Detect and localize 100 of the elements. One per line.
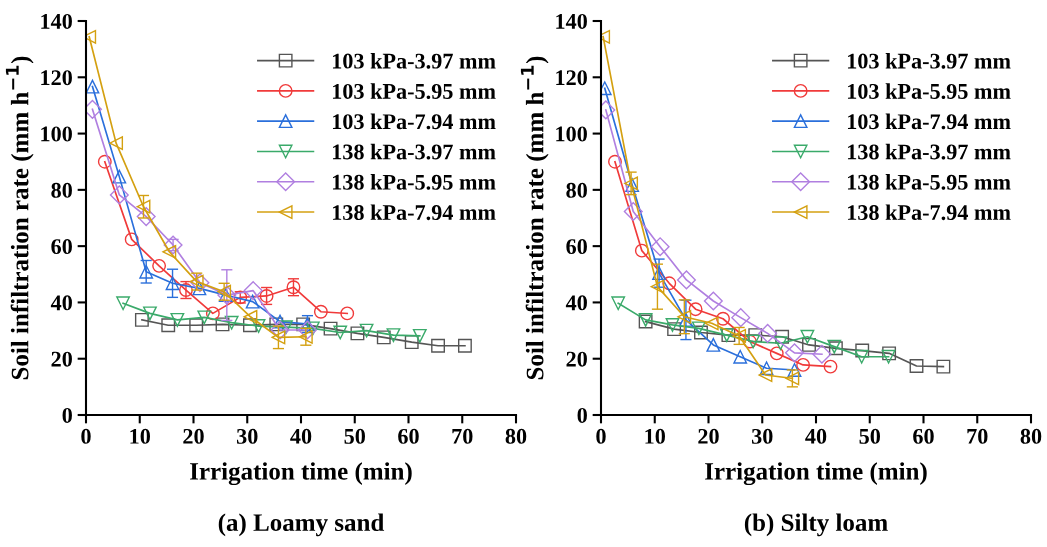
legend-label: 103 kPa-5.95 mm	[332, 83, 496, 99]
x-tick-label: 70	[452, 428, 473, 444]
y-tick-label: 80	[566, 182, 587, 198]
x-tick-label: 30	[751, 428, 773, 444]
point	[86, 79, 100, 94]
point	[143, 306, 157, 321]
point	[608, 154, 622, 169]
point	[323, 321, 338, 336]
point	[350, 326, 365, 341]
y-tick-label: 0	[62, 407, 72, 423]
point	[688, 302, 703, 317]
point	[769, 346, 784, 361]
x-tick-label: 20	[698, 428, 719, 444]
text: (a) Loamy sand	[218, 513, 385, 537]
point	[165, 276, 180, 291]
x-tick-label: 30	[236, 428, 258, 444]
x-tick-label: 0	[81, 428, 91, 444]
point	[694, 325, 708, 340]
point	[746, 334, 761, 349]
x-tick-label: 10	[130, 428, 151, 444]
text: (b) Silty loam	[744, 513, 888, 537]
point	[139, 264, 154, 279]
legend-label: 103 kPa-7.94 mm	[332, 113, 496, 130]
point	[245, 294, 260, 309]
x-tick-label: 40	[805, 428, 827, 444]
y-axis-title: Soil infiltration rate (mm h$^{−1}$)	[520, 56, 549, 380]
point	[386, 328, 401, 343]
point	[134, 312, 149, 327]
point	[215, 317, 230, 332]
point	[333, 325, 348, 340]
point	[152, 258, 167, 273]
point	[116, 296, 131, 311]
point	[243, 309, 258, 324]
point	[404, 335, 419, 350]
point	[634, 243, 649, 258]
x-tick-label: 60	[913, 428, 934, 444]
point	[802, 337, 816, 352]
point	[242, 318, 257, 333]
point	[340, 306, 355, 321]
y-tick-label: 140	[41, 13, 72, 29]
y-tick-label: 120	[556, 70, 587, 86]
point	[457, 338, 472, 353]
y-tick-label: 100	[41, 126, 72, 142]
point	[796, 357, 811, 372]
point	[109, 185, 129, 205]
point	[243, 281, 263, 301]
y-tick-label: 60	[566, 239, 587, 255]
y-tick-label: 80	[51, 182, 72, 198]
point	[97, 154, 112, 169]
point	[161, 318, 176, 333]
point	[205, 306, 220, 321]
point	[773, 336, 788, 351]
point	[665, 317, 680, 332]
x-tick-label: 10	[645, 428, 666, 444]
point	[787, 363, 802, 377]
y-tick-label: 40	[565, 295, 587, 311]
x-tick-label: 60	[398, 428, 419, 444]
point	[270, 320, 290, 340]
x-tick-label: 80	[505, 428, 527, 444]
point	[716, 311, 730, 326]
point	[759, 361, 774, 376]
legend-label: 138 kPa-3.97 mm	[332, 143, 496, 160]
point	[652, 266, 666, 281]
point	[823, 359, 838, 374]
legend-label: 103 kPa-3.97 mm	[847, 52, 1011, 69]
point	[731, 308, 751, 328]
y-tick-label: 40	[50, 295, 72, 311]
x-axis-title: Irrigation time (min)	[705, 462, 927, 486]
point	[313, 304, 328, 319]
y-tick-label: 100	[556, 126, 587, 142]
point	[273, 314, 287, 329]
point	[170, 312, 185, 327]
point	[909, 359, 924, 373]
point	[784, 343, 805, 363]
point	[297, 320, 317, 340]
point	[758, 323, 778, 343]
point	[704, 316, 719, 331]
point	[662, 276, 677, 291]
y-tick-label: 20	[51, 351, 72, 367]
point	[359, 323, 374, 338]
point	[623, 201, 643, 222]
point	[251, 319, 266, 334]
point	[136, 199, 151, 214]
point	[667, 322, 682, 337]
x-tick-label: 50	[859, 428, 881, 444]
point	[676, 270, 696, 290]
legend-label: 103 kPa-5.95 mm	[847, 83, 1011, 99]
point	[800, 329, 815, 344]
legend-label: 103 kPa-7.94 mm	[847, 113, 1011, 130]
point	[703, 291, 723, 311]
x-tick-label: 0	[596, 428, 606, 444]
point	[124, 232, 139, 247]
point	[224, 315, 239, 330]
point	[431, 338, 446, 353]
y-tick-label: 60	[51, 239, 72, 255]
point	[758, 368, 773, 382]
y-tick-label: 0	[577, 407, 587, 423]
x-tick-label: 70	[967, 428, 988, 444]
point	[936, 359, 951, 374]
legend-label: 138 kPa-3.97 mm	[847, 143, 1011, 160]
